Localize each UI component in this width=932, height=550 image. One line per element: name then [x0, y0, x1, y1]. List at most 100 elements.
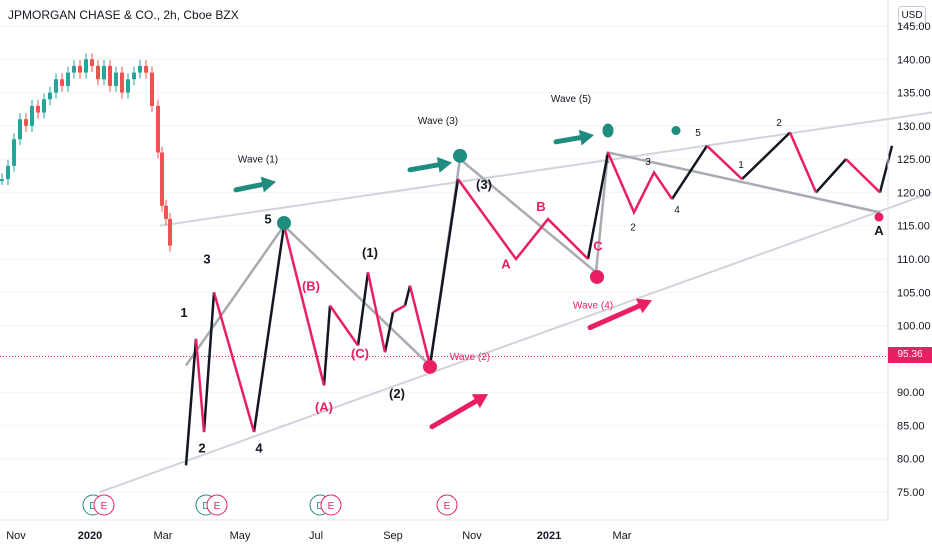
- x-tick-label: 2020: [78, 530, 102, 542]
- c-7: [408, 285, 432, 366]
- candle-body: [108, 65, 112, 86]
- candle-body: [114, 72, 118, 86]
- wave-2-dot: [423, 359, 437, 374]
- c-4: [328, 304, 360, 347]
- tail-4: [878, 145, 894, 193]
- arrow-head: [635, 298, 652, 314]
- y-axis: 145.00 140.00 135.00 130.00 125.00 120.00 115.…: [887, 0, 931, 520]
- impulse-3: [202, 292, 216, 433]
- candle-body: [150, 72, 154, 106]
- lbl-t2: 2: [630, 222, 636, 233]
- wave-4-label: Wave (4): [573, 300, 613, 311]
- candle-body: [132, 72, 136, 80]
- wave-labels: Wave (1) Wave (3) Wave (5) Wave (2) Wave (4)…: [180, 94, 884, 456]
- candle-body: [164, 205, 168, 220]
- event-e-3[interactable]: E: [320, 494, 342, 516]
- candle-body: [138, 65, 142, 73]
- pink-arrow-2: [587, 298, 652, 331]
- wave-1-dot: [277, 216, 291, 231]
- y-tick-label: 115.00: [897, 221, 930, 233]
- impulse-c: [356, 272, 370, 346]
- y-tick-label: 135.00: [897, 88, 931, 100]
- candle-body: [90, 59, 94, 66]
- lower-trendline: [99, 191, 932, 493]
- lbl-t7: 2: [776, 118, 782, 129]
- teal-arrow-3: [553, 129, 594, 146]
- x-tick-label: Sep: [383, 530, 403, 542]
- t-4: [845, 158, 881, 194]
- wave-3-label: Wave (3): [418, 116, 458, 127]
- event-e-1[interactable]: E: [93, 494, 115, 516]
- wave3-rise: [428, 178, 460, 366]
- impulse-5: [252, 225, 286, 433]
- y-tick-label: 105.00: [897, 287, 931, 299]
- candle-body: [96, 65, 100, 80]
- y-tick-label: 100.00: [897, 321, 931, 333]
- lbl-At: A: [874, 223, 884, 238]
- lbl-C-paren: (C): [351, 346, 369, 361]
- candle-body: [78, 65, 82, 73]
- wave-2-label: Wave (2): [450, 352, 490, 363]
- event-circle: [93, 494, 115, 516]
- t-1: [606, 151, 674, 216]
- y-tick-label: 140.00: [897, 54, 931, 66]
- a-dot: [874, 212, 884, 222]
- candle-body: [54, 79, 58, 93]
- event-label: E: [444, 501, 451, 512]
- x-tick-label: May: [230, 530, 251, 542]
- tail-3: [815, 158, 847, 194]
- upper-trendline: [159, 111, 932, 227]
- y-tick-label: 120.00: [897, 187, 931, 199]
- impulse-1: [184, 338, 198, 466]
- event-label: E: [101, 501, 108, 512]
- x-tick-label: Jul: [309, 530, 323, 542]
- arrow-head: [578, 129, 594, 146]
- lbl-1: 1: [180, 305, 187, 320]
- dots: [277, 123, 884, 374]
- event-e-2[interactable]: E: [206, 494, 228, 516]
- candle-body: [168, 219, 172, 246]
- wave-5-dot: [602, 123, 614, 138]
- candle-body: [6, 165, 10, 180]
- candle-body: [42, 99, 46, 113]
- x-tick-label: Nov: [6, 530, 26, 542]
- arrows: [233, 129, 652, 430]
- last-price-tag: 95.36: [888, 347, 932, 363]
- wave-lines: [184, 131, 894, 466]
- event-circle: [320, 494, 342, 516]
- impulse-g: [403, 285, 412, 306]
- wave5-rise: [586, 152, 610, 260]
- wave-5-label: Wave (5): [551, 94, 591, 105]
- candle-body: [18, 119, 22, 140]
- chart-title: JPMORGAN CHASE & CO., 2h, Cboe BZX: [8, 8, 239, 22]
- abc: [456, 178, 589, 262]
- arrow-shaft: [587, 300, 648, 331]
- candle-body: [72, 65, 76, 73]
- teal-arrow-2: [407, 156, 452, 173]
- candle-body: [160, 152, 164, 206]
- event-label: E: [328, 501, 335, 512]
- event-circle: [206, 494, 228, 516]
- lbl-2-paren: (2): [389, 386, 405, 401]
- t-2: [706, 144, 743, 181]
- y-tick-label: 125.00: [897, 154, 931, 166]
- wave-1-label: Wave (1): [238, 154, 278, 165]
- lbl-A-paren: (A): [315, 399, 333, 414]
- lbl-t4: 4: [674, 205, 680, 216]
- extra-dot: [671, 126, 681, 136]
- teal-arrow-1: [233, 176, 276, 193]
- x-tick-label: Mar: [154, 530, 173, 542]
- tail-1: [670, 145, 709, 200]
- event-e-4[interactable]: E: [436, 494, 458, 516]
- candle-body: [24, 119, 28, 126]
- x-tick-label: 2021: [537, 530, 561, 542]
- lbl-2: 2: [198, 441, 205, 456]
- c-5: [366, 272, 387, 353]
- y-tick-label: 145.00: [897, 21, 931, 33]
- lbl-t3: 3: [645, 157, 651, 168]
- candle-body: [156, 105, 160, 153]
- impulse-e: [383, 312, 395, 353]
- lbl-C: C: [593, 238, 603, 253]
- currency-button[interactable]: USD: [898, 6, 926, 26]
